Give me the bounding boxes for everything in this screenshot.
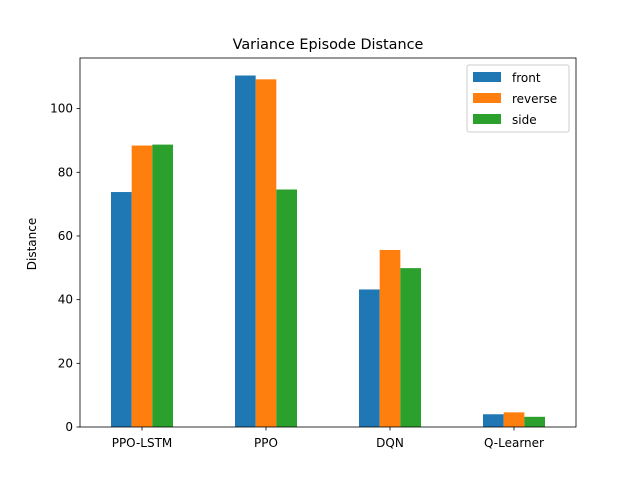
legend-swatch-reverse bbox=[473, 93, 501, 103]
bar-side-ppo bbox=[276, 189, 297, 427]
bar-front-ppo-lstm bbox=[111, 192, 132, 427]
x-tick-label: Q-Learner bbox=[484, 436, 544, 450]
legend-label-side: side bbox=[512, 113, 537, 127]
bar-front-dqn bbox=[359, 289, 380, 427]
bar-front-ppo bbox=[235, 75, 256, 427]
x-tick-label: PPO-LSTM bbox=[112, 436, 173, 450]
legend-swatch-front bbox=[473, 72, 501, 82]
legend-swatch-side bbox=[473, 114, 501, 124]
chart-title: Variance Episode Distance bbox=[233, 37, 424, 53]
bar-reverse-ppo-lstm bbox=[131, 145, 153, 428]
bar-reverse-dqn bbox=[379, 249, 401, 427]
bar-side-dqn bbox=[400, 268, 421, 427]
legend-label-reverse: reverse bbox=[512, 92, 557, 106]
y-tick-label: 60 bbox=[58, 229, 73, 243]
x-tick-label: DQN bbox=[376, 436, 404, 450]
bar-front-q-learner bbox=[483, 414, 504, 427]
bar-side-q-learner bbox=[524, 416, 545, 427]
y-tick-label: 40 bbox=[58, 293, 73, 307]
x-tick-label: PPO bbox=[254, 436, 278, 450]
bar-reverse-ppo bbox=[255, 79, 277, 427]
y-tick-label: 80 bbox=[58, 165, 73, 179]
y-tick-label: 100 bbox=[50, 102, 73, 116]
axes-frame bbox=[79, 57, 577, 428]
plot-area: 0 20 40 60 80 100 PPO-LSTM PPO DQN Q-Learner front… bbox=[50, 57, 577, 450]
y-tick-label: 0 bbox=[65, 420, 73, 434]
bar-reverse-q-learner bbox=[503, 412, 525, 427]
legend-label-front: front bbox=[512, 71, 541, 85]
y-tick-label: 20 bbox=[58, 356, 73, 370]
bar-side-ppo-lstm bbox=[152, 144, 173, 427]
y-axis-label: Distance bbox=[25, 218, 39, 270]
